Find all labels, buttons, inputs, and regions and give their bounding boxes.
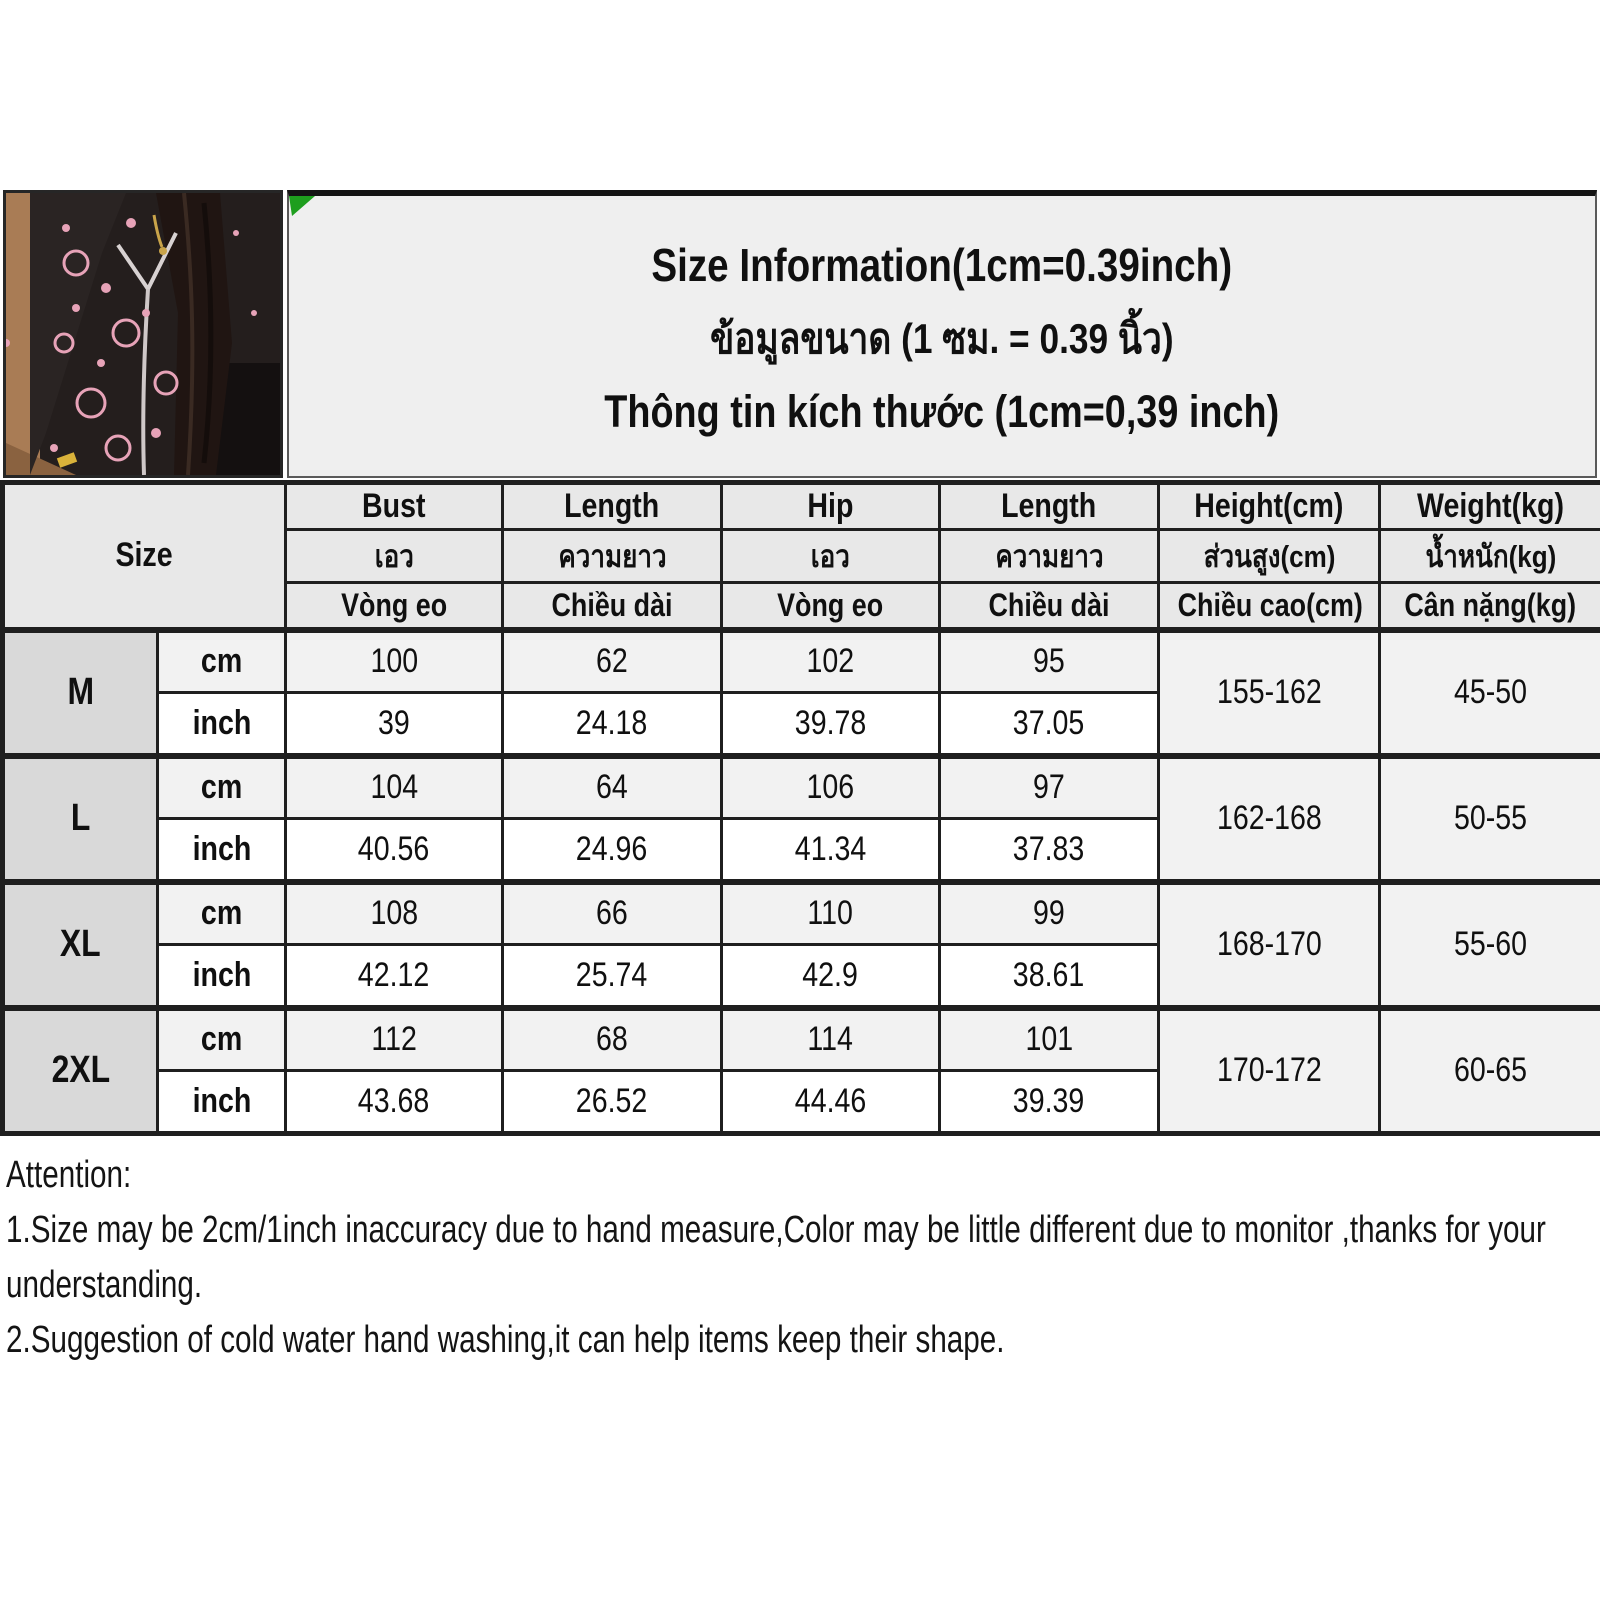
col-header-bust-th: เอว (284, 528, 505, 584)
table-cell: 102 (720, 626, 942, 694)
unit-cell: cm (155, 878, 288, 946)
size-header-cell: Size (0, 481, 288, 631)
table-cell: 64 (501, 752, 724, 820)
table-cell: 170-172 (1157, 1004, 1382, 1135)
table-cell: 42.12 (284, 943, 505, 1009)
table-cell: 60-65 (1378, 1004, 1600, 1135)
table-cell: 38.61 (938, 943, 1161, 1009)
table-cell: 100 (284, 626, 505, 694)
table-cell: 45-50 (1378, 626, 1600, 757)
table-cell: 110 (720, 878, 942, 946)
title-english: Size Information(1cm=0.39inch) (651, 239, 1233, 291)
table-cell: 39.39 (938, 1069, 1161, 1135)
product-photo (3, 190, 283, 478)
table-cell: 24.18 (501, 691, 724, 757)
col-header-bust: Bust (284, 481, 505, 531)
attention-line-1: 1.Size may be 2cm/1inch inaccuracy due t… (6, 1209, 1546, 1306)
table-row: XL cm 108 66 110 99 168-170 55-60 (1, 878, 1600, 1009)
col-header-bust-vi: Vòng eo (284, 581, 505, 631)
table-cell: 168-170 (1157, 878, 1382, 1009)
table-row: 2XL cm 112 68 114 101 170-172 60-65 (1, 1004, 1600, 1135)
table-cell: 162-168 (1157, 752, 1382, 883)
attention-notes: Attention: 1.Size may be 2cm/1inch inacc… (6, 1148, 1599, 1368)
table-cell: 39.78 (720, 691, 942, 757)
table-cell: 50-55 (1378, 752, 1600, 883)
col-header-weight-th: น้ำหนัก(kg) (1378, 528, 1600, 584)
unit-cell: inch (155, 691, 288, 757)
unit-cell: inch (155, 1069, 288, 1135)
table-cell: 62 (501, 626, 724, 694)
table-row: M cm 100 62 102 95 155-162 45-50 (1, 626, 1600, 757)
table-row: inch 40.56 24.96 41.34 37.83 (3, 817, 1600, 883)
product-photo-image (6, 193, 280, 475)
table-cell: 155-162 (1157, 626, 1382, 757)
size-label-2xl: 2XL (1, 1004, 159, 1135)
table-cell: 25.74 (501, 943, 724, 1009)
col-header-hip-th: เอว (720, 528, 942, 584)
table-cell: 95 (938, 626, 1161, 694)
table-cell: 101 (938, 1004, 1161, 1072)
table-cell: 43.68 (284, 1069, 505, 1135)
table-cell: 37.05 (938, 691, 1161, 757)
unit-cell: inch (155, 943, 288, 1009)
title-thai: ข้อมูลขนาด (1 ซม. = 0.39 นิ้ว) (710, 315, 1174, 362)
table-cell: 106 (720, 752, 942, 820)
table-row: inch 42.12 25.74 42.9 38.61 (3, 943, 1600, 1009)
col-header-length2-th: ความยาว (938, 528, 1161, 584)
col-header-length: Length (501, 481, 724, 531)
col-header-hip-vi: Vòng eo (720, 581, 942, 631)
table-row: L cm 104 64 106 97 162-168 50-55 (1, 752, 1600, 883)
col-header-height: Height(cm) (1157, 481, 1382, 531)
col-header-length2: Length (938, 481, 1161, 531)
col-header-length-vi: Chiều dài (501, 581, 724, 631)
table-cell: 39 (284, 691, 505, 757)
title-vietnamese: Thông tin kích thước (1cm=0,39 inch) (604, 386, 1280, 437)
unit-cell: cm (155, 1004, 288, 1072)
table-cell: 41.34 (720, 817, 942, 883)
table-cell: 112 (284, 1004, 505, 1072)
table-cell: 44.46 (720, 1069, 942, 1135)
col-header-length-th: ความยาว (501, 528, 724, 584)
table-cell: 68 (501, 1004, 724, 1072)
col-header-hip: Hip (720, 481, 942, 531)
corner-marker-icon (289, 196, 315, 216)
size-label-m: M (1, 626, 159, 757)
table-cell: 37.83 (938, 817, 1161, 883)
table-cell: 55-60 (1378, 878, 1600, 1009)
col-header-weight-vi: Cân nặng(kg) (1378, 581, 1600, 631)
table-cell: 97 (938, 752, 1161, 820)
table-row: inch 39 24.18 39.78 37.05 (3, 691, 1600, 757)
size-label-xl: XL (1, 878, 159, 1009)
table-cell: 26.52 (501, 1069, 724, 1135)
table-cell: 114 (720, 1004, 942, 1072)
size-table: Size Bust Length Hip Length Height(cm) W… (0, 480, 1600, 1136)
unit-cell: inch (155, 817, 288, 883)
top-row: Size Information(1cm=0.39inch) ข้อมูลขนา… (3, 190, 1597, 478)
attention-line-2: 2.Suggestion of cold water hand washing,… (6, 1319, 1005, 1361)
col-header-length2-vi: Chiều dài (938, 581, 1161, 631)
table-cell: 40.56 (284, 817, 505, 883)
table-cell: 108 (284, 878, 505, 946)
table-cell: 104 (284, 752, 505, 820)
table-cell: 42.9 (720, 943, 942, 1009)
attention-title: Attention: (6, 1154, 132, 1196)
col-header-height-th: ส่วนสูง(cm) (1157, 528, 1382, 584)
table-row: inch 43.68 26.52 44.46 39.39 (3, 1069, 1600, 1135)
title-box: Size Information(1cm=0.39inch) ข้อมูลขนา… (287, 190, 1597, 478)
unit-cell: cm (155, 752, 288, 820)
unit-cell: cm (155, 626, 288, 694)
table-cell: 66 (501, 878, 724, 946)
col-header-height-vi: Chiều cao(cm) (1157, 581, 1382, 631)
table-cell: 99 (938, 878, 1161, 946)
col-header-weight: Weight(kg) (1378, 481, 1600, 531)
table-cell: 24.96 (501, 817, 724, 883)
size-label-l: L (1, 752, 159, 883)
